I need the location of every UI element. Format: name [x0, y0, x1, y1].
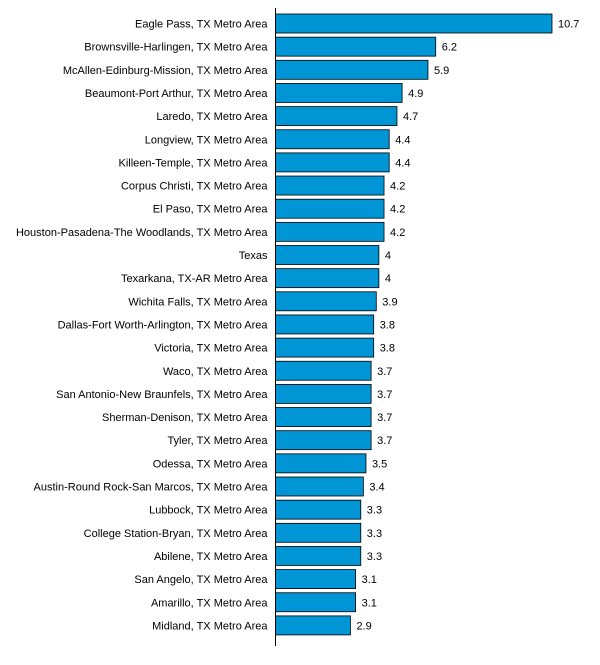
category-label: Odessa, TX Metro Area [153, 458, 269, 470]
value-label: 3.1 [362, 574, 377, 586]
category-label: College Station-Bryan, TX Metro Area [84, 528, 269, 540]
value-label: 3.7 [377, 389, 392, 401]
value-label: 5.9 [434, 65, 449, 77]
bar [275, 268, 380, 289]
value-label: 3.8 [380, 343, 395, 355]
bar [275, 245, 380, 265]
value-label: 3.3 [367, 551, 382, 563]
value-label: 4 [385, 273, 391, 285]
bar [275, 129, 390, 150]
bar [275, 83, 403, 103]
value-labels-layer: 10.7 6.2 5.9 4.9 4.7 4.4 4.4 4.2 4.2 4.2 4 4 3.9 3.8 3… [356, 19, 579, 633]
value-label: 4.4 [395, 134, 410, 146]
value-label: 4.2 [390, 181, 405, 193]
value-label: 3.7 [377, 366, 392, 378]
value-label: 4.2 [390, 204, 405, 216]
category-label: Wichita Falls, TX Metro Area [128, 296, 268, 308]
value-label: 2.9 [356, 620, 371, 632]
value-label: 3.9 [382, 296, 397, 308]
category-label: Laredo, TX Metro Area [156, 111, 268, 123]
category-label: Brownsville-Harlingen, TX Metro Area [84, 42, 268, 54]
category-label: Midland, TX Metro Area [152, 620, 268, 632]
bar [275, 13, 553, 34]
category-label: Austin-Round Rock-San Marcos, TX Metro A… [34, 482, 269, 494]
category-label: Corpus Christi, TX Metro Area [121, 181, 268, 193]
category-label: Abilene, TX Metro Area [154, 551, 268, 563]
bar [275, 430, 372, 451]
bar [275, 36, 437, 57]
bar [275, 337, 375, 358]
bar [275, 152, 390, 173]
bar [275, 499, 362, 520]
category-label: El Paso, TX Metro Area [153, 204, 269, 216]
bar [275, 198, 385, 219]
bar [275, 407, 372, 427]
bar [275, 360, 372, 381]
value-label: 4.7 [403, 111, 418, 123]
bar [275, 383, 372, 404]
category-label: Beaumont-Port Arthur, TX Metro Area [85, 88, 268, 100]
category-label: Victoria, TX Metro Area [154, 343, 268, 355]
value-label: 3.1 [362, 597, 377, 609]
value-label: 4.9 [408, 88, 423, 100]
bars-layer [275, 13, 553, 636]
value-label: 3.4 [369, 482, 384, 494]
bar [275, 569, 357, 589]
bar [275, 59, 429, 80]
category-label: Longview, TX Metro Area [145, 134, 269, 146]
category-label: Houston-Pasadena-The Woodlands, TX Metro… [16, 227, 268, 239]
value-label: 6.2 [442, 42, 457, 54]
value-label: 3.7 [377, 412, 392, 424]
value-label: 3.8 [380, 319, 395, 331]
bar [275, 291, 377, 312]
category-label: Sherman-Denison, TX Metro Area [102, 412, 268, 424]
category-label: Eagle Pass, TX Metro Area [135, 19, 268, 31]
category-label: Amarillo, TX Metro Area [151, 597, 268, 609]
value-label: 3.7 [377, 435, 392, 447]
value-label: 4 [385, 250, 391, 262]
bar [275, 175, 385, 196]
value-label: 3.3 [367, 505, 382, 517]
bar [275, 615, 351, 636]
category-label: Texarkana, TX-AR Metro Area [121, 273, 268, 285]
category-label: Dallas-Fort Worth-Arlington, TX Metro Ar… [58, 319, 269, 331]
category-label: Killeen-Temple, TX Metro Area [119, 157, 269, 169]
bar [275, 453, 367, 474]
value-label: 3.3 [367, 528, 382, 540]
value-label: 4.4 [395, 157, 410, 169]
value-label: 3.5 [372, 458, 387, 470]
bar [275, 221, 385, 242]
bar [275, 546, 362, 566]
category-label: San Angelo, TX Metro Area [134, 574, 268, 586]
category-label: Waco, TX Metro Area [163, 366, 268, 378]
value-label: 10.7 [558, 19, 579, 31]
bar [275, 106, 398, 126]
category-labels-layer: Eagle Pass, TX Metro Area Brownsville-Har… [16, 19, 268, 633]
bar [275, 592, 357, 613]
category-label: Tyler, TX Metro Area [167, 435, 268, 447]
category-label: Texas [239, 250, 268, 262]
category-label: San Antonio-New Braunfels, TX Metro Area [56, 389, 268, 401]
category-label: McAllen-Edinburg-Mission, TX Metro Area [63, 65, 268, 77]
bar [275, 522, 362, 543]
bar [275, 314, 375, 335]
category-label: Lubbock, TX Metro Area [149, 505, 268, 517]
value-label: 4.2 [390, 227, 405, 239]
bar [275, 476, 364, 497]
